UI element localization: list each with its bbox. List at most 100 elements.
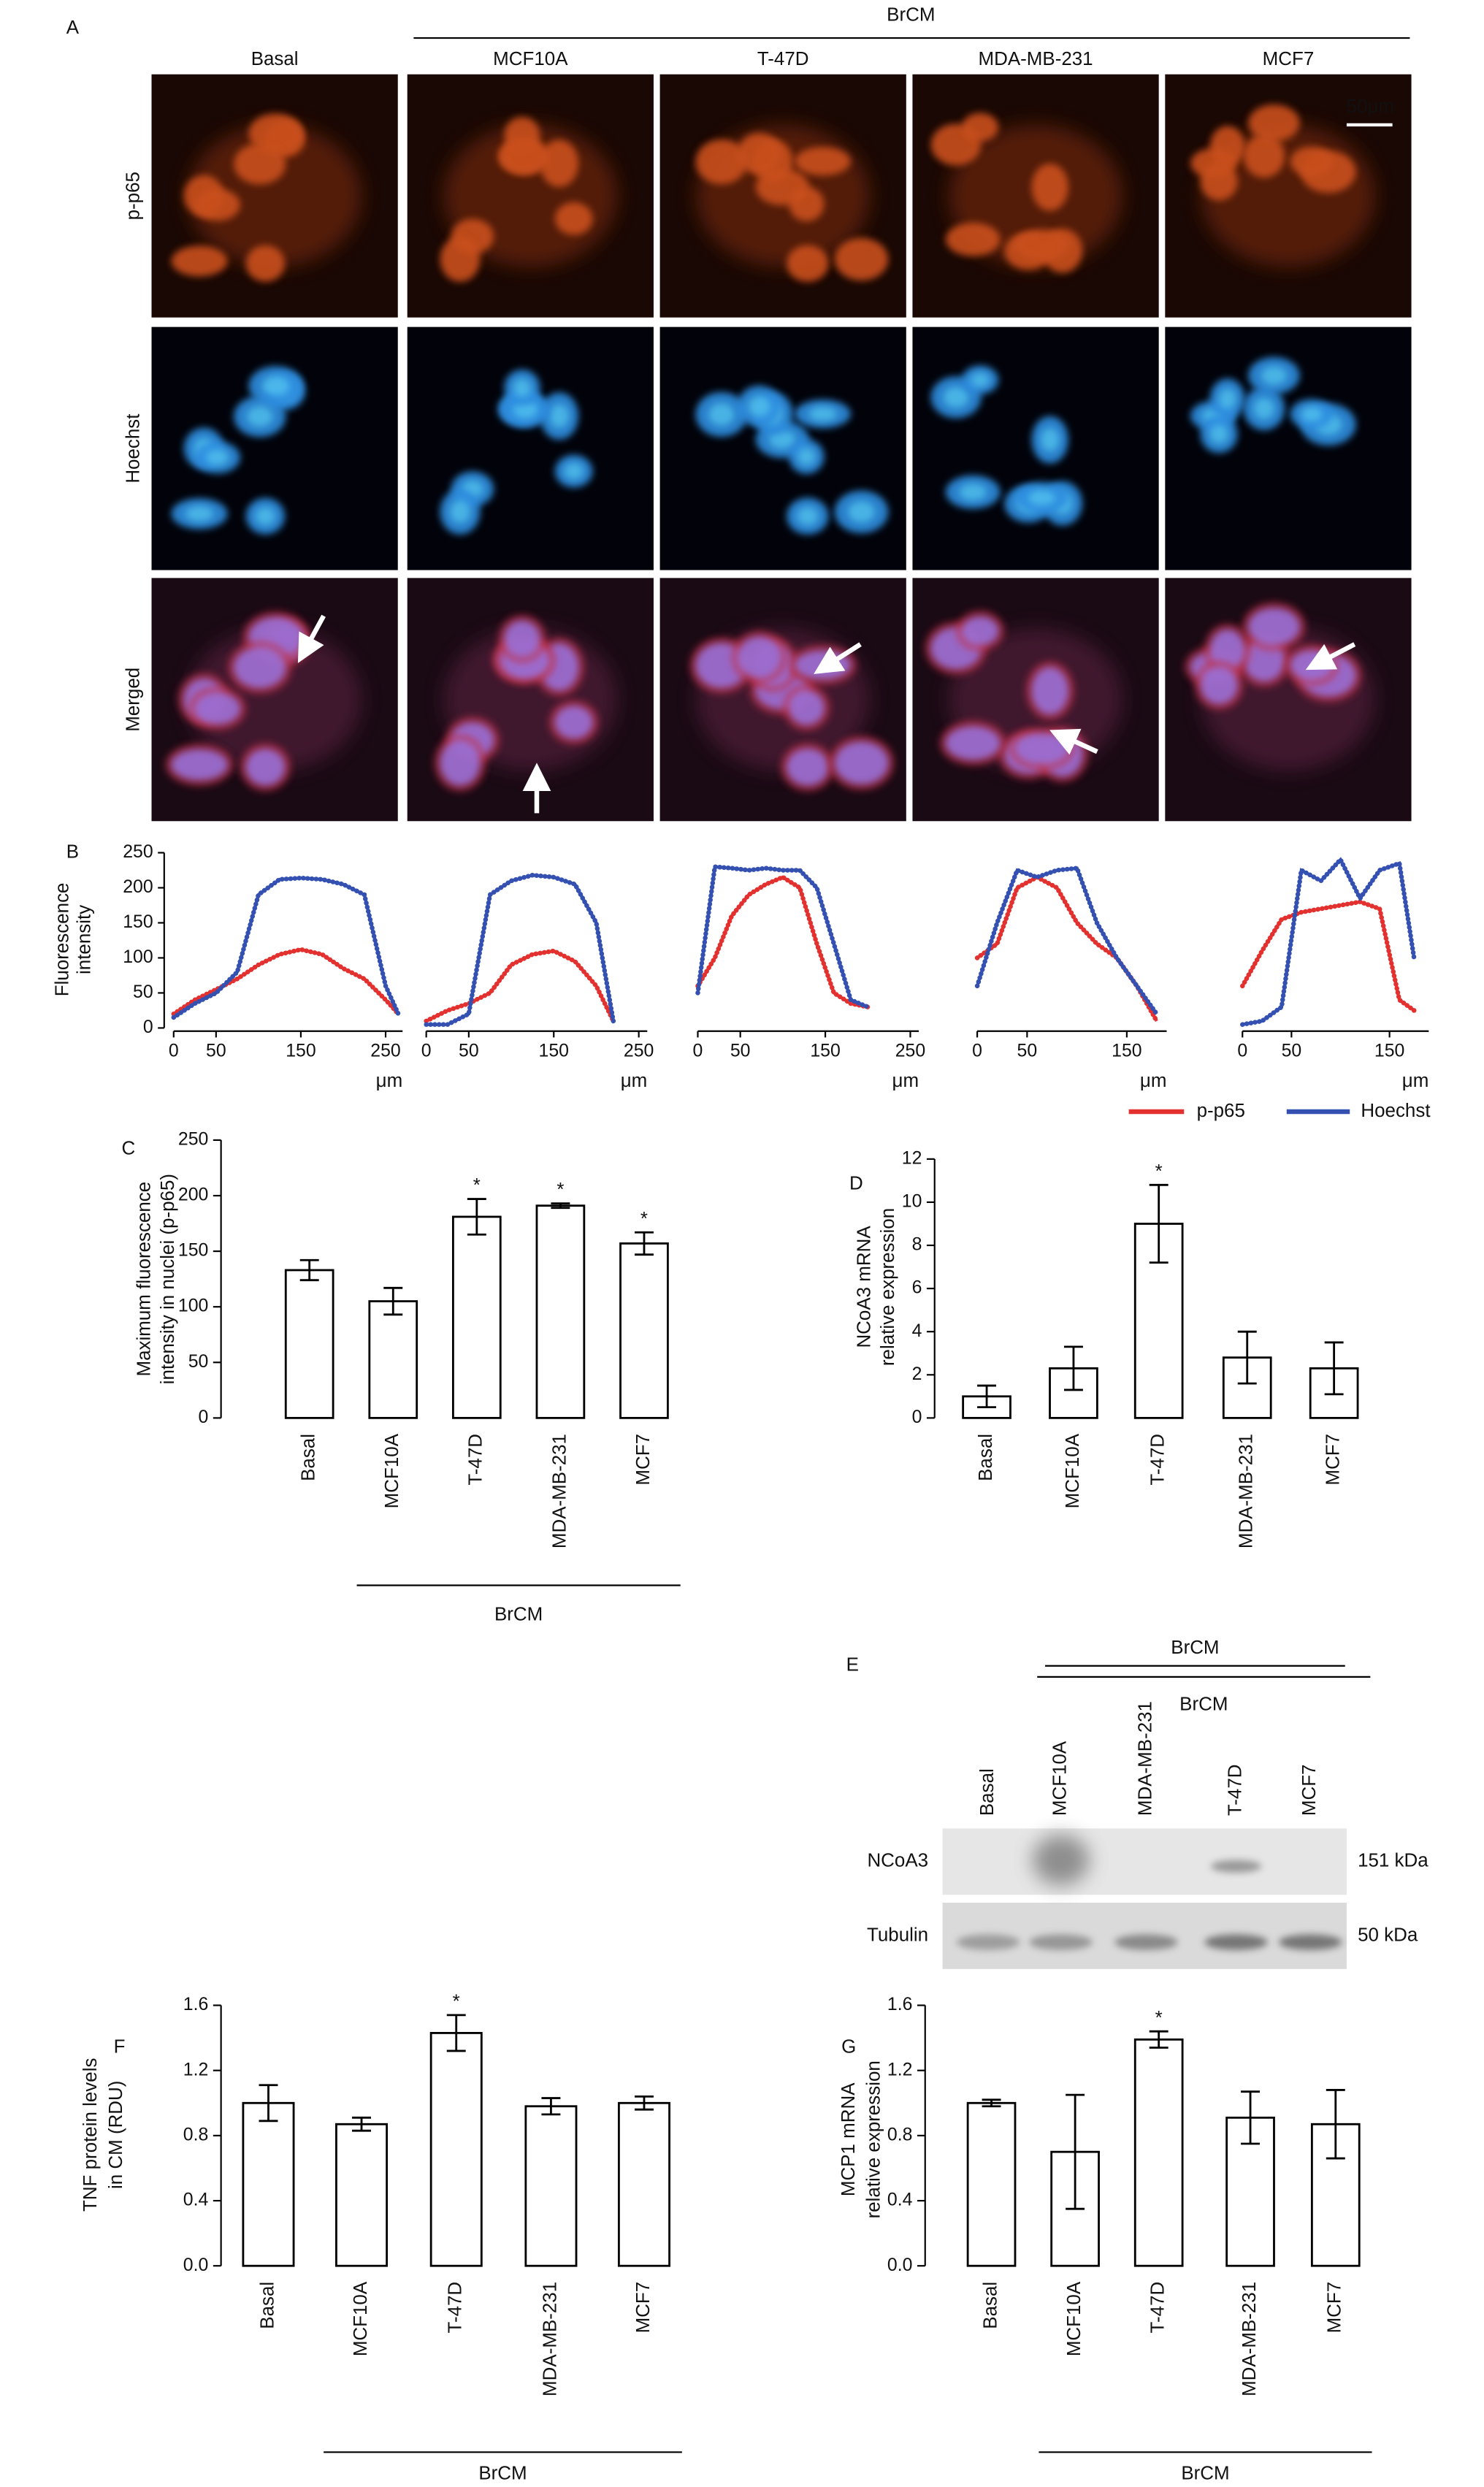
x-tick-label: MCF10A xyxy=(1064,2281,1085,2356)
profile-line-core xyxy=(172,876,400,1019)
y-tick-label: 0 xyxy=(143,1017,153,1037)
cell xyxy=(245,245,285,282)
cell xyxy=(1015,733,1069,765)
y-tick-label: 1.6 xyxy=(183,1995,209,2014)
micrograph xyxy=(659,578,906,822)
x-tick-label: 50 xyxy=(1017,1041,1038,1061)
nucleus-highlight xyxy=(513,378,532,397)
micrograph xyxy=(151,74,398,318)
nucleus-highlight xyxy=(1261,366,1288,385)
y-axis-label: relative expression xyxy=(878,1208,898,1366)
x-tick-label: 50 xyxy=(206,1041,226,1061)
profile-line xyxy=(424,872,616,1027)
cell xyxy=(1248,104,1300,142)
bar xyxy=(368,1300,418,1419)
error-bar xyxy=(982,2098,1001,2108)
error-bar xyxy=(352,2116,371,2132)
bar xyxy=(966,2101,1017,2267)
bar xyxy=(242,2101,295,2267)
cell xyxy=(1209,126,1245,167)
error-bar xyxy=(1237,1330,1257,1385)
error-bar xyxy=(446,2014,466,2052)
cell xyxy=(440,740,481,786)
cell xyxy=(504,620,540,657)
micrograph xyxy=(912,578,1159,822)
y-tick-label: 200 xyxy=(123,877,153,897)
x-tick-label: 0 xyxy=(169,1041,179,1061)
cell xyxy=(945,726,1001,760)
x-tick-label: 250 xyxy=(624,1041,654,1061)
y-tick-label: 4 xyxy=(912,1321,922,1341)
cell xyxy=(962,112,999,142)
bar xyxy=(619,1242,669,1419)
lane-label: MDA-MB-231 xyxy=(1135,1701,1155,1816)
profile-line-core xyxy=(1241,900,1415,1012)
panel-label: C xyxy=(121,1139,135,1159)
cell xyxy=(554,202,593,235)
cell xyxy=(194,692,240,725)
blot-band xyxy=(1114,1934,1178,1950)
cell xyxy=(1248,608,1300,646)
error-bar xyxy=(1066,2093,1085,2210)
x-tick-label: MCF10A xyxy=(351,2281,371,2356)
profile-line xyxy=(974,874,1160,1024)
error-bar xyxy=(467,1198,486,1236)
column-label: Basal xyxy=(251,49,299,69)
cell xyxy=(1200,666,1238,704)
x-tick-label: 150 xyxy=(1374,1041,1404,1061)
cell xyxy=(1031,667,1068,715)
arrow xyxy=(1049,728,1098,755)
significance-marker: * xyxy=(640,1209,648,1229)
group-label: BrCM xyxy=(887,5,935,26)
micrograph xyxy=(659,326,906,570)
y-tick-label: 6 xyxy=(912,1278,922,1298)
error-bar xyxy=(299,1258,319,1282)
micrograph xyxy=(407,326,654,570)
significance-marker: * xyxy=(556,1180,564,1200)
profile-line xyxy=(695,874,871,1009)
nucleus-highlight xyxy=(450,500,470,524)
y-tick-label: 150 xyxy=(123,912,153,932)
lane-label: T-47D xyxy=(1225,1764,1245,1816)
row-label: Merged xyxy=(123,668,144,732)
y-tick-label: 50 xyxy=(188,1352,209,1372)
y-tick-label: 50 xyxy=(133,982,153,1002)
x-tick-label: MDA-MB-231 xyxy=(549,1434,570,1548)
x-tick-label: MDA-MB-231 xyxy=(1236,1434,1257,1548)
group-label: BrCM xyxy=(478,2463,527,2483)
nucleus-highlight xyxy=(185,505,214,522)
cell xyxy=(194,188,240,221)
x-tick-label: MDA-MB-231 xyxy=(540,2282,560,2396)
cell xyxy=(695,139,748,185)
panel-label: B xyxy=(66,841,79,862)
nucleus-highlight xyxy=(769,430,796,449)
y-tick-label: 10 xyxy=(902,1191,922,1211)
significance-marker: * xyxy=(453,1991,460,2012)
error-bar xyxy=(1326,2089,1345,2160)
legend-label: p-p65 xyxy=(1197,1101,1245,1121)
cell xyxy=(1243,134,1285,178)
y-axis-label: Maximum fluorescence xyxy=(134,1182,155,1377)
significance-marker: * xyxy=(473,1175,481,1196)
cell xyxy=(245,749,285,786)
cell xyxy=(171,245,228,277)
x-tick-label: MDA-MB-231 xyxy=(1239,2282,1260,2396)
significance-marker: * xyxy=(1155,1161,1163,1182)
blot-row-label: Tubulin xyxy=(867,1925,928,1945)
x-unit-label: μm xyxy=(376,1071,403,1091)
column-label: MDA-MB-231 xyxy=(979,49,1093,69)
nucleus-highlight xyxy=(549,404,569,428)
x-tick-label: 150 xyxy=(539,1041,569,1061)
cell xyxy=(171,749,228,781)
blot-band xyxy=(956,1934,1020,1950)
error-bar xyxy=(1063,1345,1083,1391)
cell xyxy=(248,113,303,153)
cell xyxy=(234,143,286,185)
error-bar xyxy=(551,1202,570,1210)
x-tick-label: 150 xyxy=(1112,1041,1141,1061)
micrograph-background xyxy=(407,326,654,570)
profile-line-core xyxy=(976,866,1158,1015)
cell xyxy=(945,222,1001,256)
nucleus-highlight xyxy=(256,507,275,526)
arrow xyxy=(297,614,326,663)
